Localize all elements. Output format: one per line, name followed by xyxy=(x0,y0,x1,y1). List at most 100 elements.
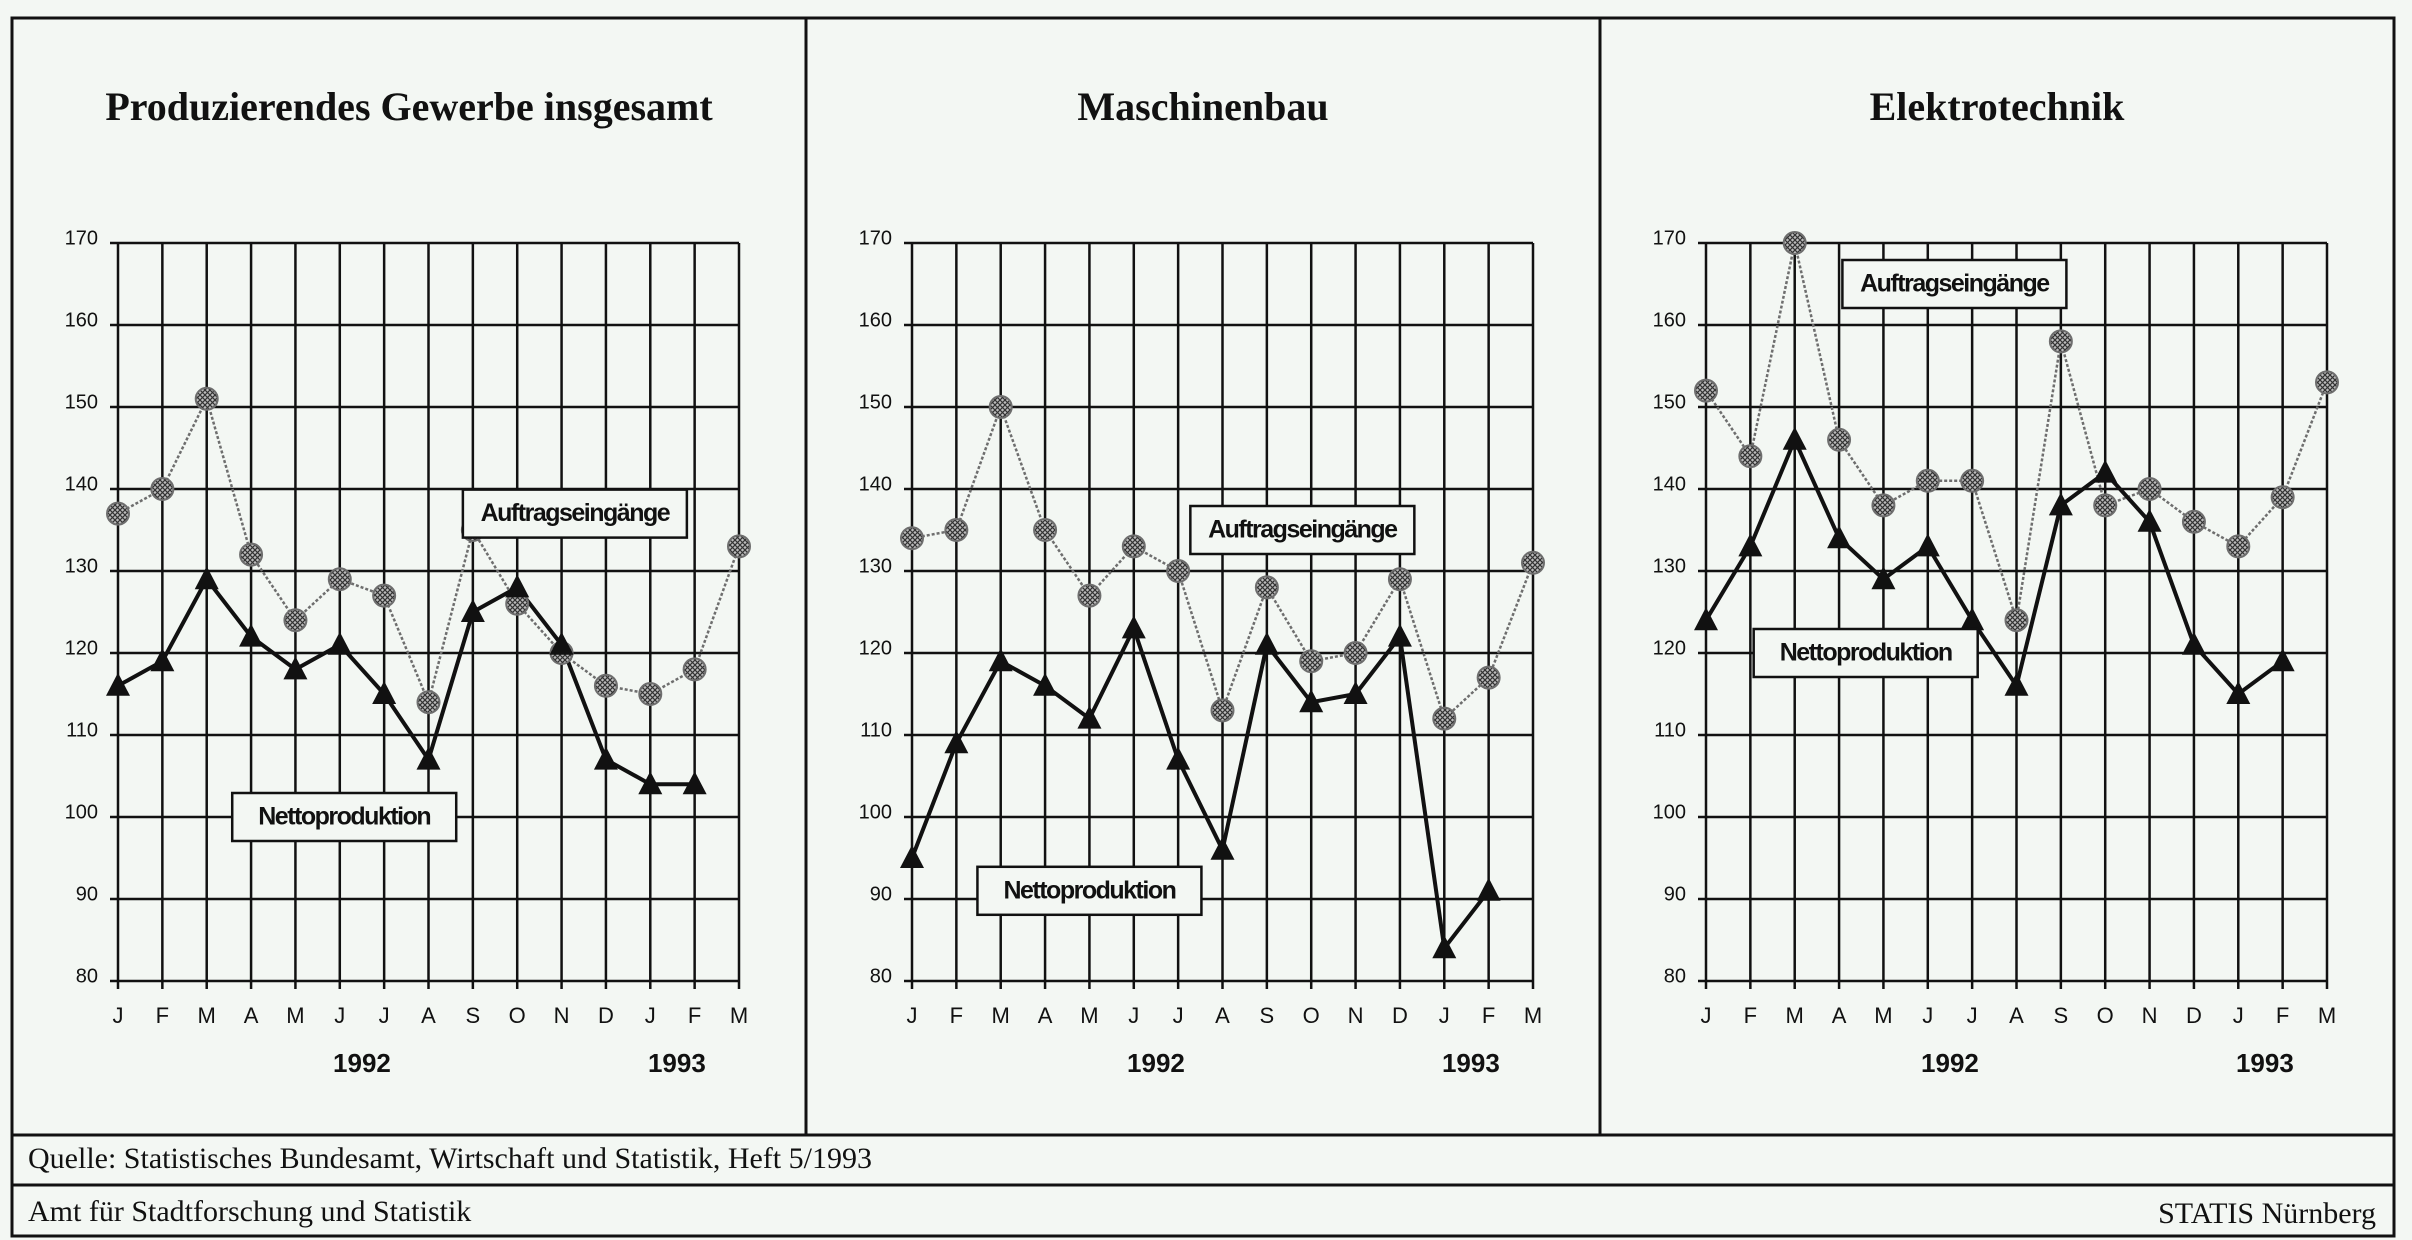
legend-label: Auftragseingänge xyxy=(1860,270,2050,298)
marker xyxy=(239,623,264,647)
x-tick-label: J xyxy=(113,1003,124,1028)
marker xyxy=(1299,649,1324,674)
year-label: 1993 xyxy=(2236,1048,2294,1078)
marker xyxy=(2315,370,2339,395)
x-tick-label: S xyxy=(1260,1003,1275,1028)
marker xyxy=(988,648,1013,672)
x-tick-label: M xyxy=(1874,1003,1892,1028)
year-label: 1992 xyxy=(1127,1048,1185,1078)
y-tick-label: 120 xyxy=(65,637,98,659)
x-tick-label: M xyxy=(1080,1003,1098,1028)
marker xyxy=(1827,525,1852,549)
marker xyxy=(1827,427,1852,452)
x-tick-label: J xyxy=(2233,1003,2244,1028)
year-label: 1993 xyxy=(648,1048,706,1078)
marker xyxy=(1166,559,1191,583)
x-tick-label: J xyxy=(379,1003,390,1028)
marker xyxy=(2048,492,2073,516)
chart-title: Elektrotechnik xyxy=(1870,84,2126,129)
y-tick-label: 160 xyxy=(65,309,98,331)
marker xyxy=(1033,518,1058,542)
legend-label: Auftragseingänge xyxy=(1208,516,1398,544)
marker xyxy=(2226,534,2251,559)
x-tick-label: M xyxy=(198,1003,216,1028)
y-tick-label: 100 xyxy=(859,801,892,823)
x-tick-label: A xyxy=(1215,1003,1230,1028)
marker xyxy=(1432,706,1457,731)
x-tick-label: A xyxy=(2009,1003,2024,1028)
x-tick-label: S xyxy=(2054,1003,2069,1028)
marker xyxy=(1476,665,1501,690)
footer-right: STATIS Nürnberg xyxy=(2158,1197,2376,1230)
marker xyxy=(682,657,707,682)
y-tick-label: 160 xyxy=(1653,309,1686,331)
series-line xyxy=(1704,434,2284,697)
marker xyxy=(106,672,130,696)
marker xyxy=(593,746,618,770)
marker xyxy=(2181,631,2206,655)
marker xyxy=(416,690,441,715)
chart-title: Produzierendes Gewerbe insgesamt xyxy=(105,84,713,129)
marker xyxy=(460,599,485,622)
marker xyxy=(1960,468,1985,493)
y-tick-label: 150 xyxy=(859,391,892,413)
x-tick-label: A xyxy=(1038,1003,1053,1028)
x-tick-label: M xyxy=(730,1003,748,1028)
y-tick-label: 170 xyxy=(859,227,892,249)
y-tick-label: 130 xyxy=(65,555,98,577)
x-tick-label: N xyxy=(2142,1003,2158,1028)
marker xyxy=(327,631,352,655)
y-tick-label: 130 xyxy=(859,555,892,577)
legend-box xyxy=(461,488,689,539)
x-tick-label: D xyxy=(2186,1003,2202,1028)
x-tick-label: N xyxy=(1348,1003,1364,1028)
marker xyxy=(682,771,707,795)
marker xyxy=(1782,426,1807,450)
x-tick-label: F xyxy=(2276,1003,2289,1028)
marker xyxy=(1694,378,1718,403)
marker xyxy=(283,608,308,633)
marker xyxy=(416,746,441,770)
x-tick-label: J xyxy=(1128,1003,1139,1028)
y-tick-label: 80 xyxy=(870,965,892,987)
y-tick-label: 150 xyxy=(1653,391,1686,413)
y-tick-label: 110 xyxy=(1654,719,1686,741)
marker xyxy=(239,542,264,567)
marker xyxy=(372,583,397,608)
marker xyxy=(150,648,175,672)
marker xyxy=(1915,533,1940,557)
y-tick-label: 140 xyxy=(65,473,98,495)
x-tick-label: J xyxy=(645,1003,656,1028)
marker xyxy=(1077,705,1102,729)
x-tick-label: D xyxy=(1392,1003,1408,1028)
x-tick-label: M xyxy=(286,1003,304,1028)
marker xyxy=(1343,681,1368,704)
x-tick-label: M xyxy=(2318,1003,2336,1028)
y-tick-label: 150 xyxy=(65,391,98,413)
y-tick-label: 80 xyxy=(76,965,98,987)
series-line xyxy=(1704,242,2329,621)
y-tick-label: 170 xyxy=(65,227,98,249)
x-tick-label: M xyxy=(1786,1003,1804,1028)
marker xyxy=(727,534,751,559)
marker xyxy=(638,682,663,706)
y-tick-label: 100 xyxy=(65,801,98,823)
frame xyxy=(10,16,2396,1238)
marker xyxy=(988,395,1013,419)
marker xyxy=(2137,477,2162,501)
x-tick-label: A xyxy=(244,1003,259,1028)
marker xyxy=(2048,329,2073,354)
marker xyxy=(1960,607,1985,631)
marker xyxy=(1210,836,1235,860)
marker xyxy=(1694,607,1718,631)
y-tick-label: 90 xyxy=(1664,883,1686,905)
marker xyxy=(1077,583,1102,608)
marker xyxy=(2093,459,2118,483)
marker xyxy=(1254,575,1279,600)
y-tick-label: 90 xyxy=(76,883,98,905)
legend-box xyxy=(1189,504,1416,556)
marker xyxy=(1782,231,1807,255)
marker xyxy=(327,567,352,592)
marker xyxy=(1343,641,1368,665)
